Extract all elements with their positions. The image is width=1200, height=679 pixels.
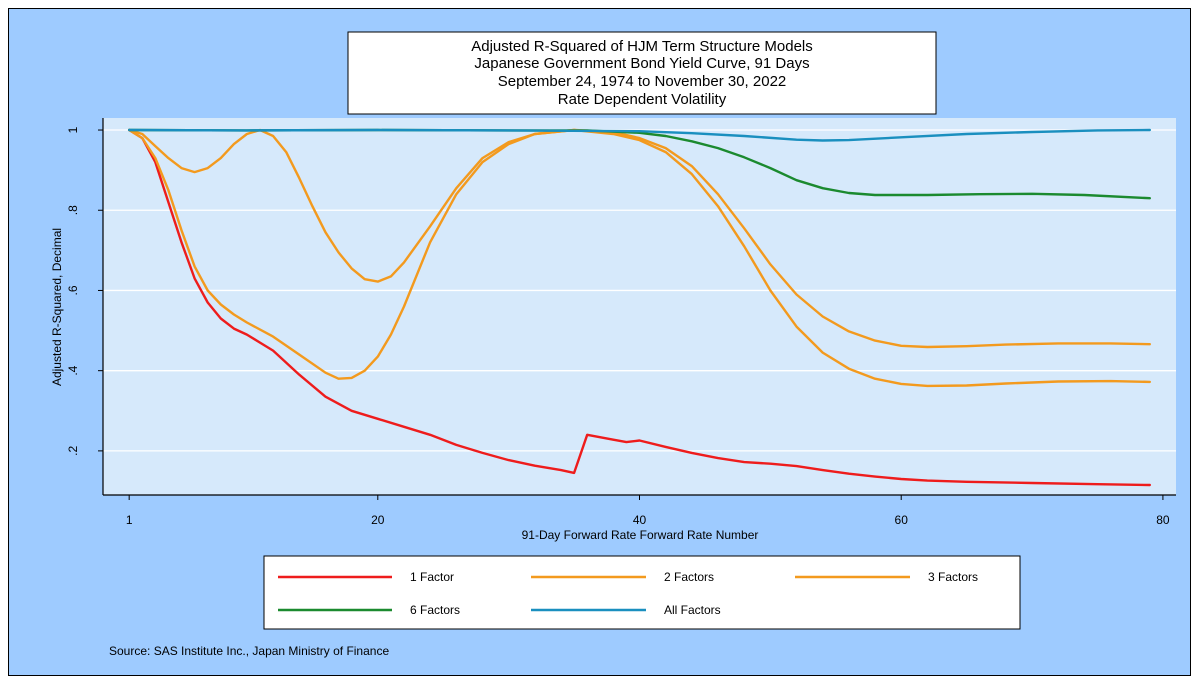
x-tick-label: 20 bbox=[371, 513, 385, 527]
series-line-1 bbox=[127, 128, 1152, 487]
y-ticks: .2 .4 .6 .8 1 bbox=[66, 126, 103, 456]
legend: 1 Factor 2 Factors 3 Factors 6 Factors All F… bbox=[278, 570, 978, 617]
title-line-2: Japanese Government Bond Yield Curve, 91… bbox=[474, 55, 809, 72]
legend-label-4: 6 Factors bbox=[410, 603, 460, 617]
x-axis-title: 91-Day Forward Rate Forward Rate Number bbox=[522, 528, 759, 542]
title-line-3: September 24, 1974 to November 30, 2022 bbox=[498, 73, 787, 90]
legend-label-2: 2 Factors bbox=[664, 570, 714, 584]
title-line-1: Adjusted R-Squared of HJM Term Structure… bbox=[471, 38, 813, 55]
x-ticks: 1 20 40 60 80 bbox=[126, 495, 1170, 527]
series-line-2 bbox=[127, 128, 1152, 388]
series-lines bbox=[127, 128, 1152, 487]
series-line-3 bbox=[127, 128, 1152, 349]
title-box bbox=[347, 31, 937, 115]
y-axis-title: Adjusted R-Squared, Decimal bbox=[50, 228, 64, 386]
series-line-5 bbox=[127, 128, 1152, 142]
legend-box bbox=[263, 555, 1021, 630]
y-tick-label: .6 bbox=[66, 285, 80, 295]
x-tick-label: 60 bbox=[895, 513, 909, 527]
y-tick-label: .8 bbox=[66, 205, 80, 215]
x-tick-label: 1 bbox=[126, 513, 133, 527]
legend-label-5: All Factors bbox=[664, 603, 721, 617]
plot-area bbox=[103, 118, 1176, 495]
y-tick-label: .2 bbox=[66, 446, 80, 456]
x-tick-label: 40 bbox=[633, 513, 647, 527]
legend-label-1: 1 Factor bbox=[410, 570, 454, 584]
y-tick-label: .4 bbox=[66, 365, 80, 375]
source-note: Source: SAS Institute Inc., Japan Minist… bbox=[109, 644, 389, 658]
title-line-4: Rate Dependent Volatility bbox=[558, 91, 727, 108]
legend-label-3: 3 Factors bbox=[928, 570, 978, 584]
y-tick-label: 1 bbox=[66, 126, 80, 133]
x-tick-label: 80 bbox=[1156, 513, 1170, 527]
